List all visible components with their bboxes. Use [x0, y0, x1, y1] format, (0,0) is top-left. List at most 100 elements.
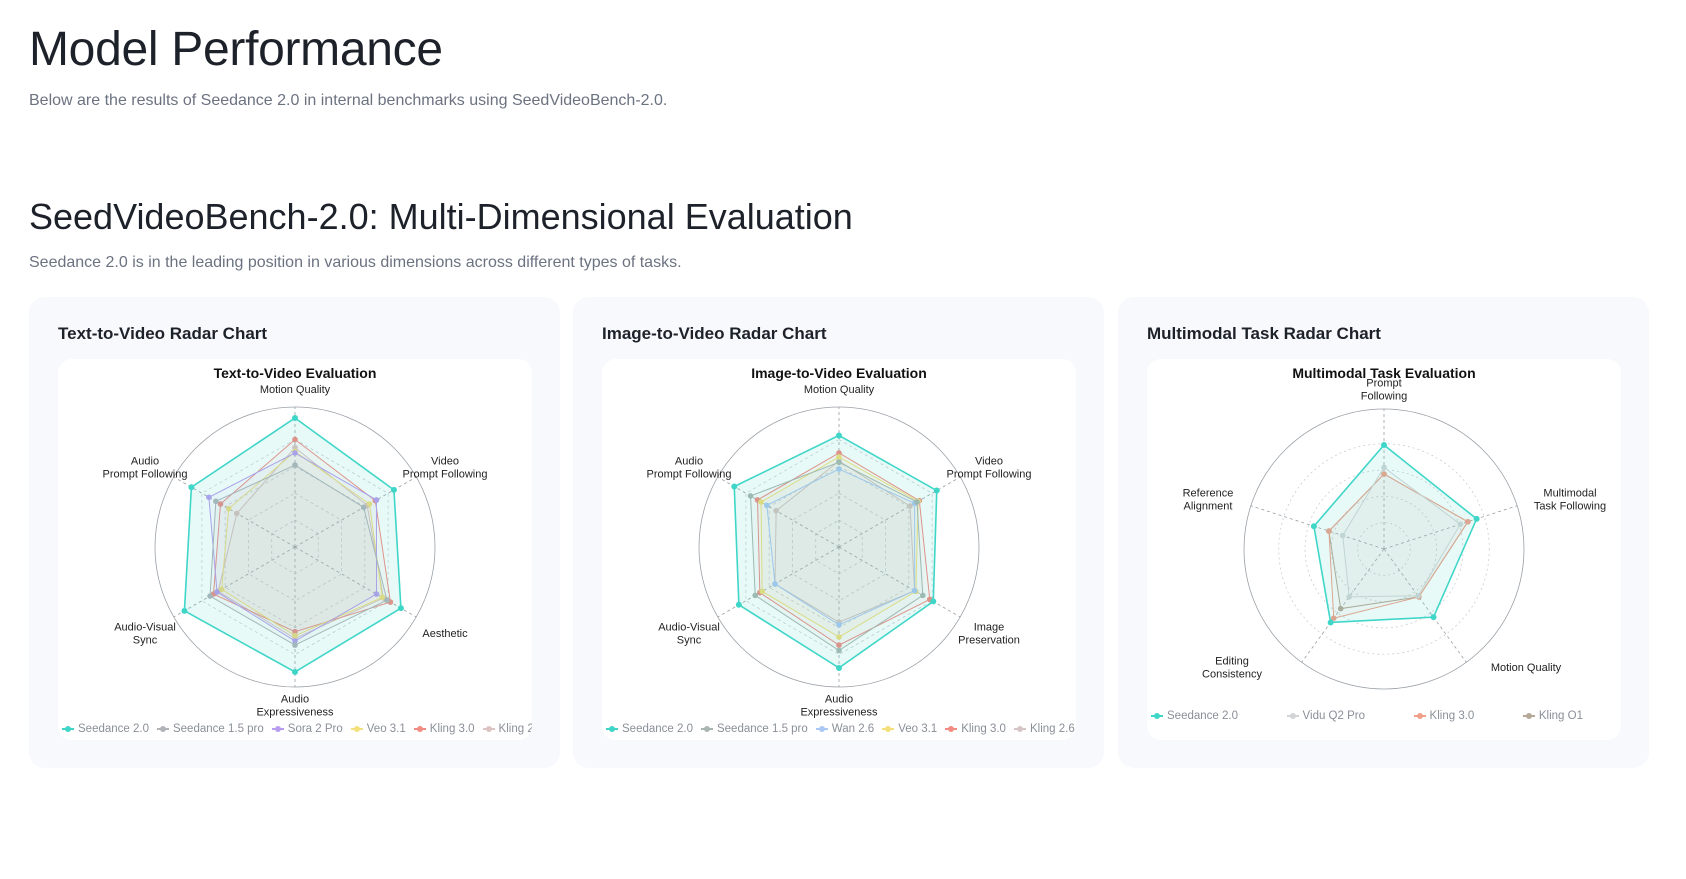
legend-item[interactable]: Seedance 2.0	[62, 722, 149, 736]
axis-label: Video Prompt Following	[947, 456, 1032, 481]
legend-item[interactable]: Wan 2.6	[815, 722, 874, 736]
legend-label: Sora 2 Pro	[287, 723, 343, 735]
series-seedance-2-0	[183, 417, 402, 673]
data-point	[292, 436, 298, 443]
legend-marker-icon	[156, 726, 169, 732]
axis-label: Video Prompt Following	[403, 456, 488, 481]
data-point	[836, 432, 842, 439]
legend-item[interactable]: Kling 3.0	[413, 722, 475, 736]
legend-item[interactable]: Veo 3.1	[882, 722, 937, 736]
data-point	[225, 505, 232, 512]
axis-label: Audio-Visual Sync	[114, 622, 176, 647]
axis-label-line: Consistency	[1202, 669, 1262, 681]
legend-label: Seedance 2.0	[622, 723, 693, 735]
data-point	[384, 597, 390, 603]
data-point	[1339, 532, 1346, 539]
data-point	[1346, 594, 1352, 600]
legend-marker-icon	[815, 726, 828, 732]
axis-label: Audio Expressiveness	[256, 694, 334, 719]
legend-item[interactable]: Seedance 2.0	[606, 722, 693, 736]
axis-label-line: Audio-Visual	[658, 622, 720, 634]
series-vidu-q2-pro	[1342, 466, 1462, 598]
data-point	[234, 510, 240, 517]
data-point	[292, 628, 298, 635]
legend-marker-icon	[882, 726, 895, 732]
chart-title: Text-to-Video Evaluation	[213, 365, 377, 381]
data-point	[292, 462, 298, 468]
legend-label: Kling 3.0	[429, 723, 475, 735]
axis-label-line: Reference	[1183, 488, 1234, 500]
axis-line	[838, 476, 961, 548]
legend-label: Seedance 1.5 pro	[172, 723, 264, 735]
axis-label-line: Prompt Following	[947, 469, 1032, 481]
data-point	[759, 588, 765, 595]
axis-label-line: Audio	[825, 694, 853, 706]
legend-item[interactable]: Kling 3.0	[945, 722, 1006, 736]
axis-label-line: Prompt Following	[403, 469, 488, 481]
axis-line	[717, 476, 840, 548]
series-kling-3-0	[1328, 473, 1469, 619]
data-point	[933, 487, 940, 494]
legend-item[interactable]: Veo 3.1	[350, 722, 406, 736]
data-point	[773, 507, 779, 514]
axis-label-line: Task Following	[1534, 501, 1606, 513]
data-point	[836, 664, 842, 671]
axis-line	[294, 546, 417, 618]
legend-item[interactable]: Kling 2.6	[1013, 722, 1075, 736]
card-title: Image-to-Video Radar Chart	[602, 324, 827, 343]
axis-label: Motion Quality	[260, 384, 331, 396]
data-point	[930, 598, 937, 605]
axis-label-line: Prompt Following	[103, 469, 188, 481]
data-point	[292, 444, 298, 451]
data-point	[379, 594, 386, 601]
data-point	[735, 601, 742, 608]
legend-item[interactable]: Seedance 1.5 pro	[156, 722, 264, 736]
axis-line	[1383, 548, 1467, 663]
axis-line	[1250, 505, 1385, 550]
data-point	[1337, 605, 1344, 612]
axis-label-line: Image	[974, 622, 1005, 634]
legend-item[interactable]: Sora 2 Pro	[271, 722, 343, 736]
radar-chart-panel: Motion Quality Video Prompt Following Image…	[602, 359, 1076, 740]
legend-marker-icon	[945, 726, 958, 732]
axis-label: Image Preservation	[958, 622, 1020, 647]
legend-item[interactable]: Kling O1	[1522, 709, 1583, 723]
data-point	[366, 501, 373, 507]
axis-label-line: Editing	[1215, 656, 1249, 668]
legend-marker-icon	[700, 726, 713, 732]
data-point	[1465, 518, 1471, 525]
legend-marker-icon	[482, 726, 495, 732]
axis-label: Audio Expressiveness	[800, 694, 878, 719]
legend-item[interactable]: Seedance 2.0	[1151, 709, 1238, 723]
chart-title: Image-to-Video Evaluation	[751, 365, 927, 381]
legend-label: Kling 3.0	[961, 723, 1006, 735]
axis-label-line: Prompt	[1366, 378, 1401, 390]
legend-item[interactable]: Vidu Q2 Pro	[1286, 709, 1365, 723]
data-point	[1430, 614, 1437, 621]
data-point	[390, 486, 397, 493]
data-point	[752, 592, 758, 599]
axis-label-line: Following	[1361, 391, 1407, 403]
page-title: Model Performance	[29, 23, 443, 76]
legend-item[interactable]: Kling 2.6	[482, 722, 532, 736]
legend-label: Veo 3.1	[366, 723, 406, 735]
data-point	[206, 494, 212, 501]
legend-label: Seedance 1.5 pro	[716, 723, 808, 735]
series-seedance-2-0	[1313, 443, 1478, 624]
legend-item[interactable]: Kling 3.0	[1413, 709, 1474, 723]
axis-label: Aesthetic	[422, 628, 468, 640]
axis-label-line: Expressiveness	[256, 707, 334, 719]
image-to-video-card: Image-to-Video Radar Chart Motion Qualit…	[573, 297, 1104, 768]
axis-label: Motion Quality	[804, 384, 875, 396]
radar-svg: Motion Quality Video Prompt Following Aesth…	[103, 384, 488, 719]
data-point	[907, 503, 913, 509]
data-point	[911, 587, 918, 594]
axis-label-line: Audio	[675, 456, 703, 468]
card-title: Text-to-Video Radar Chart	[58, 324, 268, 343]
data-point	[218, 586, 225, 593]
data-point	[1381, 442, 1387, 449]
legend-item[interactable]: Seedance 1.5 pro	[700, 722, 808, 736]
axis-line	[173, 546, 296, 618]
data-point	[292, 642, 298, 648]
